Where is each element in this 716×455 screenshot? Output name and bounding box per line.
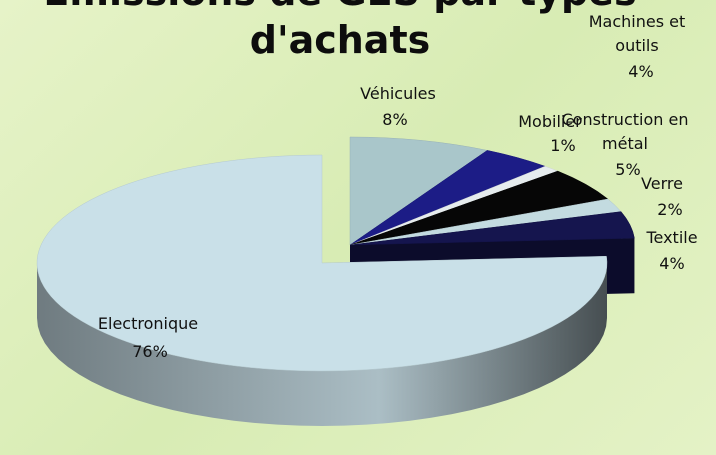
- slice-value-label: 76%: [132, 342, 168, 361]
- slice-value-label: 5%: [615, 160, 641, 179]
- slice-label: Machines et outils: [588, 12, 686, 55]
- slice-value-label: 2%: [657, 200, 683, 219]
- slice: [349, 211, 635, 246]
- slice-label: Electronique: [97, 314, 199, 333]
- slice-value-label: 4%: [628, 62, 654, 81]
- slice-label: Véhicules: [360, 84, 436, 103]
- slice-label: Mobilier: [518, 112, 582, 131]
- slice-value-label: 1%: [550, 136, 576, 155]
- slice-label: Construction en métal: [561, 110, 689, 153]
- slice-value-label: 4%: [659, 254, 685, 273]
- slice-side: [37, 263, 607, 426]
- slice: [36, 154, 608, 372]
- slice-label: Textile: [646, 228, 698, 247]
- chart-title: Emissions de GES par types d'achats: [43, 0, 636, 62]
- slice-label: Verre: [641, 174, 683, 193]
- slice-value-label: 8%: [382, 110, 408, 129]
- slice: [349, 136, 488, 246]
